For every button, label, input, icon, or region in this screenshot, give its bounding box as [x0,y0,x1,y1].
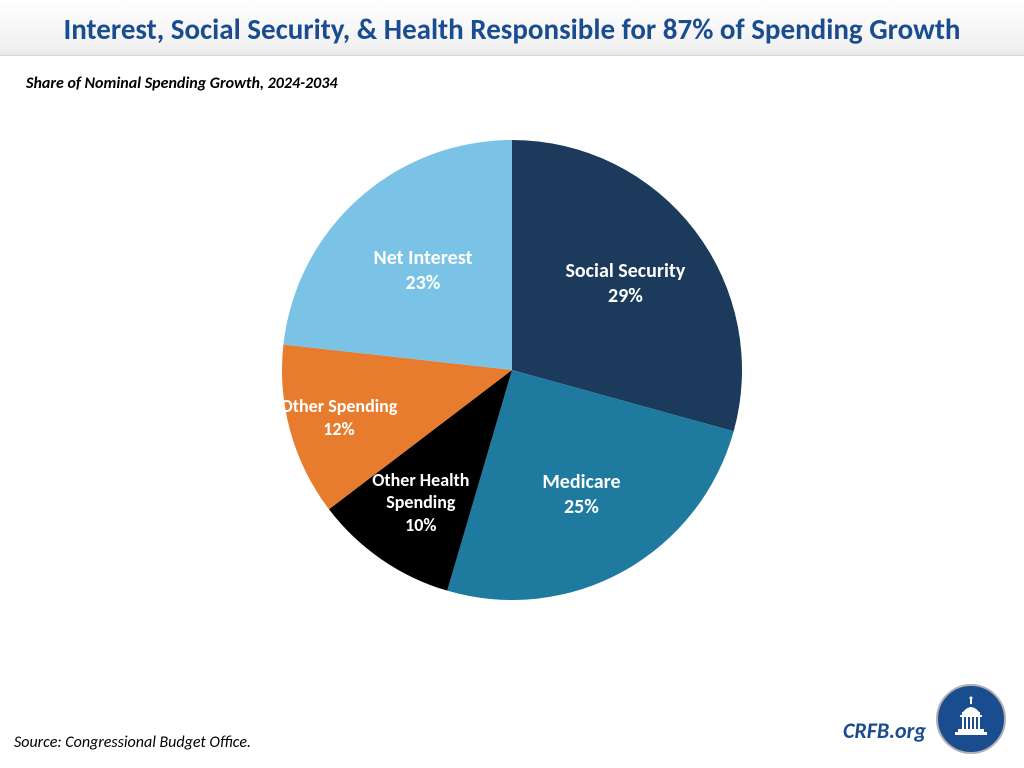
chart-subtitle: Share of Nominal Spending Growth, 2024-2… [0,56,1024,93]
brand-text: CRFB.org [843,717,926,754]
pie-svg [282,140,742,600]
slice-label: Other HealthSpending10% [372,469,469,537]
slice-label: Social Security29% [565,259,685,309]
slice-label: Net Interest23% [374,246,473,296]
slice-label: Other Spending12% [281,395,398,440]
title-bar: Interest, Social Security, & Health Resp… [0,0,1024,56]
brand-seal-icon [936,684,1006,754]
slice-label: Medicare25% [542,470,620,520]
brand-block: CRFB.org [843,684,1006,754]
chart-title: Interest, Social Security, & Health Resp… [20,12,1004,47]
capitol-icon [948,696,994,742]
pie-chart: Social Security29% Medicare25% Other Healt… [282,140,742,600]
source-line: Source: Congressional Budget Office. [14,733,251,752]
